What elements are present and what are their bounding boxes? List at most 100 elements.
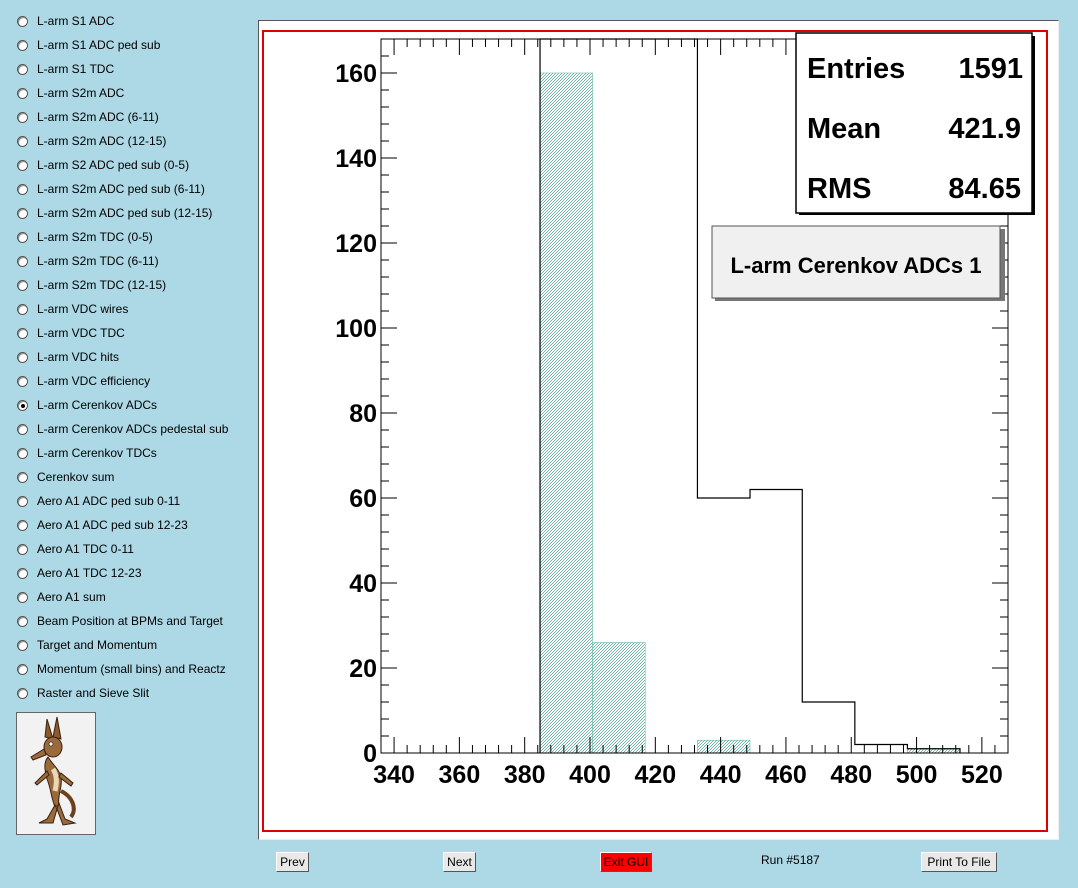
- radio-button[interactable]: [17, 208, 28, 219]
- radio-button[interactable]: [17, 352, 28, 363]
- next-button[interactable]: Next: [443, 852, 476, 872]
- menu-item[interactable]: Target and Momentum: [0, 635, 256, 659]
- menu-item-label: L-arm VDC efficiency: [37, 374, 151, 388]
- radio-button[interactable]: [17, 520, 28, 531]
- stats-box: Entries 1591 Mean 421.9 RMS 84.65: [795, 32, 1035, 215]
- stats-entries-value: 1591: [958, 53, 1023, 85]
- menu-item-label: Aero A1 ADC ped sub 0-11: [37, 494, 181, 508]
- menu-item[interactable]: L-arm VDC hits: [0, 347, 256, 371]
- menu-item[interactable]: Aero A1 TDC 12-23: [0, 563, 256, 587]
- radio-button[interactable]: [17, 160, 28, 171]
- menu-item[interactable]: L-arm S2m TDC (0-5): [0, 227, 256, 251]
- menu-item-label: Aero A1 ADC ped sub 12-23: [37, 518, 188, 532]
- radio-button[interactable]: [17, 376, 28, 387]
- radio-button[interactable]: [17, 112, 28, 123]
- radio-button[interactable]: [17, 544, 28, 555]
- coyote-logo: [16, 712, 96, 835]
- menu-item[interactable]: L-arm Cerenkov TDCs: [0, 443, 256, 467]
- radio-button[interactable]: [17, 496, 28, 507]
- menu-item[interactable]: L-arm S2m TDC (12-15): [0, 275, 256, 299]
- prev-button[interactable]: Prev: [276, 852, 309, 872]
- menu-item[interactable]: L-arm S1 ADC: [0, 11, 256, 35]
- radio-button[interactable]: [17, 664, 28, 675]
- menu-item[interactable]: Aero A1 ADC ped sub 0-11: [0, 491, 256, 515]
- radio-button[interactable]: [17, 232, 28, 243]
- menu-item-label: L-arm S1 ADC ped sub: [37, 38, 161, 52]
- menu-item[interactable]: L-arm VDC efficiency: [0, 371, 256, 395]
- radio-button[interactable]: [17, 640, 28, 651]
- menu-item[interactable]: L-arm S2m ADC (6-11): [0, 107, 256, 131]
- menu-item-label: L-arm S2m ADC (6-11): [37, 110, 159, 124]
- menu-item[interactable]: L-arm S1 TDC: [0, 59, 256, 83]
- menu-item[interactable]: L-arm Cerenkov ADCs pedestal sub: [0, 419, 256, 443]
- radio-button[interactable]: [17, 424, 28, 435]
- menu-item-label: L-arm S2m ADC ped sub (12-15): [37, 206, 213, 220]
- radio-button[interactable]: [17, 568, 28, 579]
- menu-item[interactable]: L-arm Cerenkov ADCs: [0, 395, 256, 419]
- menu-item-label: L-arm VDC hits: [37, 350, 120, 364]
- radio-button[interactable]: [17, 592, 28, 603]
- radio-button[interactable]: [17, 64, 28, 75]
- stats-entries-label: Entries: [807, 53, 905, 85]
- menu-item[interactable]: L-arm S2m ADC ped sub (6-11): [0, 179, 256, 203]
- run-number-label: Run #5187: [761, 853, 820, 867]
- menu-item[interactable]: Aero A1 sum: [0, 587, 256, 611]
- radio-button[interactable]: [17, 688, 28, 699]
- menu-item[interactable]: L-arm VDC TDC: [0, 323, 256, 347]
- histogram-canvas: 340 360 380 400 420 440 460 480 500 520 0 20 40 60 80 1…: [258, 20, 1059, 840]
- menu-item[interactable]: Beam Position at BPMs and Target: [0, 611, 256, 635]
- radio-button[interactable]: [17, 328, 28, 339]
- x-tick-label: 480: [830, 761, 872, 789]
- histogram-selection-menu: L-arm S1 ADC L-arm S1 ADC ped sub L-arm S1…: [0, 11, 256, 707]
- menu-item[interactable]: Cerenkov sum: [0, 467, 256, 491]
- radio-button[interactable]: [17, 304, 28, 315]
- radio-button[interactable]: [17, 400, 28, 411]
- menu-item[interactable]: Aero A1 ADC ped sub 12-23: [0, 515, 256, 539]
- x-tick-label: 440: [700, 761, 742, 789]
- radio-button[interactable]: [17, 88, 28, 99]
- y-tick-label: 60: [349, 485, 377, 513]
- radio-button[interactable]: [17, 616, 28, 627]
- menu-item-label: L-arm VDC wires: [37, 302, 129, 316]
- x-tick-label: 460: [765, 761, 807, 789]
- radio-button[interactable]: [17, 448, 28, 459]
- y-tick-label: 0: [363, 740, 377, 768]
- menu-item[interactable]: L-arm VDC wires: [0, 299, 256, 323]
- y-tick-label: 140: [335, 145, 377, 173]
- menu-item[interactable]: L-arm S2 ADC ped sub (0-5): [0, 155, 256, 179]
- menu-item-label: L-arm S2 ADC ped sub (0-5): [37, 158, 190, 172]
- radio-button[interactable]: [17, 16, 28, 27]
- menu-item-label: L-arm S2m TDC (0-5): [37, 230, 153, 244]
- menu-item[interactable]: L-arm S2m ADC (12-15): [0, 131, 256, 155]
- menu-item-label: L-arm S2m TDC (6-11): [37, 254, 159, 268]
- menu-item-label: L-arm S1 TDC: [37, 62, 115, 76]
- radio-button[interactable]: [17, 184, 28, 195]
- menu-item[interactable]: L-arm S2m ADC: [0, 83, 256, 107]
- radio-button[interactable]: [17, 280, 28, 291]
- menu-item-label: L-arm S2m ADC (12-15): [37, 134, 167, 148]
- stats-mean-value: 421.9: [948, 113, 1021, 145]
- radio-button[interactable]: [17, 472, 28, 483]
- menu-item[interactable]: L-arm S1 ADC ped sub: [0, 35, 256, 59]
- stats-rms-label: RMS: [807, 173, 871, 205]
- radio-button[interactable]: [17, 136, 28, 147]
- y-tick-label: 120: [335, 230, 377, 258]
- menu-item[interactable]: Momentum (small bins) and Reactz: [0, 659, 256, 683]
- y-tick-label: 20: [349, 655, 377, 683]
- menu-item[interactable]: L-arm S2m ADC ped sub (12-15): [0, 203, 256, 227]
- radio-button[interactable]: [17, 256, 28, 267]
- histogram-chart: 340 360 380 400 420 440 460 480 500 520 0 20 40 60 80 1…: [262, 30, 1048, 832]
- menu-item-label: L-arm S1 ADC: [37, 14, 115, 28]
- menu-item-label: L-arm Cerenkov ADCs: [37, 398, 158, 412]
- menu-item[interactable]: L-arm S2m TDC (6-11): [0, 251, 256, 275]
- exit-gui-button[interactable]: Exit GUI: [600, 852, 652, 872]
- y-tick-label: 100: [335, 315, 377, 343]
- menu-item[interactable]: Aero A1 TDC 0-11: [0, 539, 256, 563]
- menu-item-label: L-arm S2m ADC ped sub (6-11): [37, 182, 205, 196]
- menu-item[interactable]: Raster and Sieve Slit: [0, 683, 256, 707]
- y-tick-label: 80: [349, 400, 377, 428]
- radio-button[interactable]: [17, 40, 28, 51]
- menu-item-label: L-arm S2m TDC (12-15): [37, 278, 167, 292]
- menu-item-label: L-arm Cerenkov ADCs pedestal sub: [37, 422, 229, 436]
- print-to-file-button[interactable]: Print To File: [921, 852, 997, 872]
